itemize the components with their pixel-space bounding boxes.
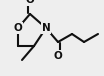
Text: O: O <box>26 0 34 5</box>
Text: N: N <box>42 23 50 33</box>
Text: O: O <box>14 23 22 33</box>
Text: O: O <box>54 51 62 61</box>
